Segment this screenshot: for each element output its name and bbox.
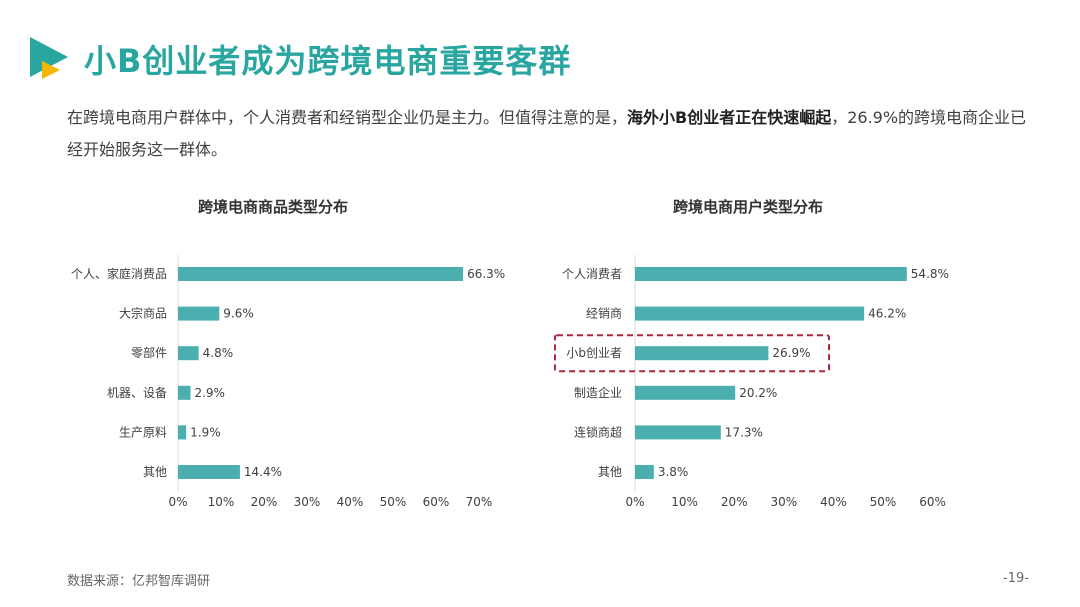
x-tick-label: 30% bbox=[770, 495, 797, 509]
category-label: 个人消费者 bbox=[562, 267, 622, 281]
chart-1-title: 跨境电商商品类型分布 bbox=[198, 198, 349, 216]
bar bbox=[178, 465, 240, 479]
x-tick-label: 0% bbox=[625, 495, 644, 509]
category-label: 经销商 bbox=[586, 306, 622, 321]
x-tick-label: 0% bbox=[168, 495, 187, 509]
category-label: 机器、设备 bbox=[107, 386, 167, 400]
intro-paragraph: 在跨境电商用户群体中，个人消费者和经销型企业仍是主力。但值得注意的是，海外小B创… bbox=[67, 102, 1027, 166]
x-tick-label: 10% bbox=[208, 495, 235, 509]
bar bbox=[635, 306, 865, 321]
user-type-chart: 个人消费者 54.8% 经销商 46.2% 小b创业者 26.9% 制造企业 20.2% 连锁商… bbox=[554, 255, 949, 509]
category-label: 个人、家庭消费品 bbox=[71, 266, 167, 281]
category-label: 大宗商品 bbox=[119, 306, 167, 321]
intro-text-a: 在跨境电商用户群体中，个人消费者和经销型企业仍是主力。但值得注意的是， bbox=[67, 108, 628, 127]
category-label: 零部件 bbox=[131, 345, 167, 360]
value-label: 17.3% bbox=[725, 425, 763, 439]
bar bbox=[178, 267, 464, 281]
value-label: 46.2% bbox=[868, 307, 906, 321]
data-source: 数据来源：亿邦智库调研 bbox=[67, 574, 211, 589]
value-label: 4.8% bbox=[203, 346, 234, 360]
highlight-box bbox=[554, 334, 830, 373]
category-label: 生产原料 bbox=[119, 425, 167, 439]
x-tick-label: 50% bbox=[380, 495, 407, 509]
x-tick-label: 60% bbox=[919, 495, 946, 509]
value-label: 2.9% bbox=[194, 386, 225, 400]
page-number: -19- bbox=[1003, 571, 1029, 586]
logo-teal-triangle bbox=[30, 37, 68, 77]
product-type-chart: 个人、家庭消费品 66.3% 大宗商品 9.6% 零部件 4.8% 机器、设备 2.9% 生产原… bbox=[71, 255, 505, 509]
bar bbox=[178, 425, 187, 440]
category-label: 其他 bbox=[143, 465, 167, 479]
value-label: 3.8% bbox=[658, 465, 689, 479]
category-label: 小b创业者 bbox=[566, 346, 622, 360]
x-tick-label: 30% bbox=[294, 495, 321, 509]
value-label: 14.4% bbox=[244, 465, 282, 479]
bar bbox=[635, 385, 736, 400]
category-label: 连锁商超 bbox=[574, 424, 622, 439]
intro-text-b: ，26.9%的跨境电商企业已经开始服务这一群体。 bbox=[67, 108, 1027, 159]
intro-text-bold: 海外小B创业者正在快速崛起 bbox=[627, 108, 832, 127]
value-label: 26.9% bbox=[772, 346, 810, 360]
play-logo-icon bbox=[30, 37, 68, 79]
bar bbox=[178, 385, 191, 400]
x-tick-label: 20% bbox=[251, 495, 278, 509]
value-label: 1.9% bbox=[190, 425, 221, 439]
x-tick-label: 60% bbox=[423, 495, 450, 509]
chart-2-title: 跨境电商用户类型分布 bbox=[673, 198, 824, 216]
bar bbox=[178, 306, 220, 321]
x-tick-label: 10% bbox=[671, 495, 698, 509]
value-label: 54.8% bbox=[911, 267, 949, 281]
page-title: 小B创业者成为跨境电商重要客群 bbox=[84, 42, 572, 80]
x-tick-label: 40% bbox=[820, 495, 847, 509]
bar bbox=[635, 346, 769, 361]
x-tick-label: 70% bbox=[466, 495, 493, 509]
x-tick-label: 40% bbox=[337, 495, 364, 509]
category-label: 制造企业 bbox=[574, 385, 622, 400]
value-label: 66.3% bbox=[467, 267, 505, 281]
bar bbox=[635, 425, 721, 440]
value-label: 9.6% bbox=[223, 307, 254, 321]
bar bbox=[635, 465, 654, 479]
bar bbox=[635, 267, 907, 281]
x-tick-label: 20% bbox=[721, 495, 748, 509]
logo-yellow-triangle bbox=[42, 61, 60, 79]
x-tick-label: 50% bbox=[870, 495, 897, 509]
bar bbox=[178, 346, 199, 361]
category-label: 其他 bbox=[598, 465, 622, 479]
value-label: 20.2% bbox=[739, 386, 777, 400]
